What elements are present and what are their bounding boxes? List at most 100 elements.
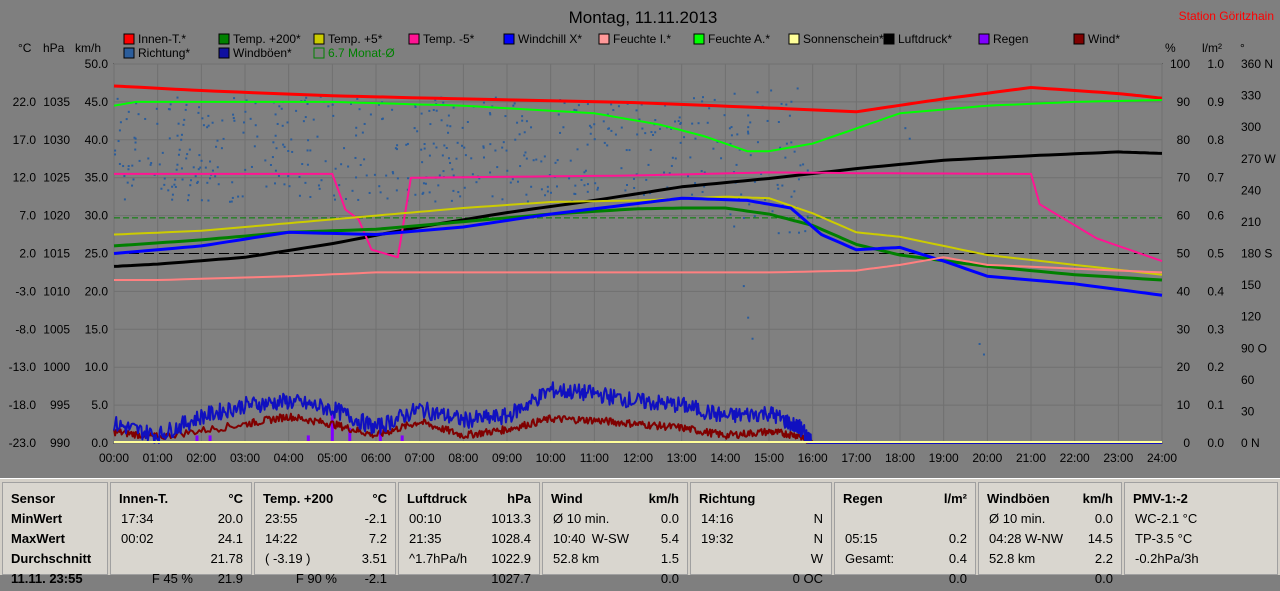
direction-point xyxy=(385,174,388,177)
cell-value: 1.5 xyxy=(660,551,679,566)
direction-point xyxy=(548,174,551,177)
direction-point xyxy=(185,103,188,106)
direction-point xyxy=(633,186,636,189)
direction-point xyxy=(355,134,358,137)
panel-row: ^1.7hPa/h 1022.9 xyxy=(399,551,539,571)
direction-point xyxy=(304,181,307,184)
direction-point xyxy=(530,126,533,129)
direction-point xyxy=(134,141,137,144)
cell-value: 24.1 xyxy=(217,531,243,546)
direction-point xyxy=(344,197,347,200)
direction-point xyxy=(127,165,130,168)
direction-point xyxy=(654,131,657,134)
direction-point xyxy=(738,197,741,200)
direction-point xyxy=(116,97,119,100)
panel-title: Windböen xyxy=(987,491,1050,506)
tick-hpa: 1005 xyxy=(43,322,70,336)
station-name: Station Göritzhain xyxy=(1179,9,1274,23)
cell-time: 05:15 xyxy=(845,531,878,546)
stats-panel-5: Regen l/m² 05:15 0.2 Gesamt: 0.4 0.0 xyxy=(834,482,976,586)
direction-point xyxy=(378,185,381,188)
direction-point xyxy=(451,168,454,171)
direction-point xyxy=(530,185,533,188)
direction-point xyxy=(185,157,188,160)
legend-label: Regen xyxy=(993,32,1028,46)
direction-point xyxy=(316,135,319,138)
tick-pct: 20 xyxy=(1177,360,1191,374)
direction-point xyxy=(443,144,446,147)
direction-point xyxy=(640,103,643,106)
rain-bar xyxy=(400,435,404,443)
direction-point xyxy=(207,114,210,117)
direction-point xyxy=(232,113,235,116)
tick-pct: 70 xyxy=(1177,171,1191,185)
panel-row: 23:55 -2.1 xyxy=(255,511,395,531)
direction-point xyxy=(432,142,435,145)
direction-point xyxy=(183,118,186,121)
series-line-6 xyxy=(113,196,1163,297)
direction-point xyxy=(424,182,427,185)
tick-lm2: 0.2 xyxy=(1207,360,1224,374)
direction-point xyxy=(488,112,491,115)
direction-point xyxy=(742,285,745,288)
direction-point xyxy=(361,131,364,134)
direction-point xyxy=(368,191,371,194)
direction-point xyxy=(197,111,200,114)
direction-point xyxy=(777,232,780,235)
axis-label-lm2: l/m² xyxy=(1202,41,1222,55)
direction-point xyxy=(356,97,359,100)
direction-point xyxy=(904,127,907,130)
tick-x: 24:00 xyxy=(1147,451,1177,465)
tick-kmh: 5.0 xyxy=(91,398,108,412)
direction-point xyxy=(777,187,780,190)
tick-x: 16:00 xyxy=(798,451,828,465)
direction-point xyxy=(638,118,641,121)
direction-point xyxy=(286,121,289,124)
panel-row: -0.2hPa/3h xyxy=(1125,551,1277,571)
direction-point xyxy=(180,167,183,170)
direction-point xyxy=(594,182,597,185)
direction-point xyxy=(295,109,298,112)
direction-point xyxy=(549,191,552,194)
direction-point xyxy=(349,102,352,105)
panel-row: Gesamt: 0.4 xyxy=(835,551,975,571)
direction-point xyxy=(176,163,179,166)
legend-label: Richtung* xyxy=(138,46,190,60)
direction-point xyxy=(324,160,327,163)
legend-swatch xyxy=(1073,33,1085,45)
legend-swatch xyxy=(978,33,990,45)
direction-point xyxy=(494,149,497,152)
legend-swatch xyxy=(313,33,325,45)
direction-point xyxy=(588,124,591,127)
series-line-9 xyxy=(113,381,1162,444)
direction-point xyxy=(307,139,310,142)
tick-kmh: 45.0 xyxy=(85,95,109,109)
direction-point xyxy=(244,168,247,171)
direction-point xyxy=(674,120,677,123)
panel-row: 21:35 1028.4 xyxy=(399,531,539,551)
direction-point xyxy=(189,184,192,187)
direction-point xyxy=(214,175,217,178)
direction-point xyxy=(241,195,244,198)
direction-point xyxy=(482,101,485,104)
direction-point xyxy=(720,157,723,160)
direction-point xyxy=(281,124,284,127)
direction-point xyxy=(122,165,125,168)
direction-point xyxy=(674,157,677,160)
tick-kmh: 20.0 xyxy=(85,284,109,298)
direction-point xyxy=(118,162,121,165)
direction-point xyxy=(654,119,657,122)
panel-row: 05:15 0.2 xyxy=(835,531,975,551)
direction-point xyxy=(747,114,750,117)
direction-point xyxy=(729,142,732,145)
direction-point xyxy=(301,163,304,166)
direction-point xyxy=(441,154,444,157)
direction-point xyxy=(456,141,459,144)
cell-extra: F 90 % xyxy=(295,571,337,586)
direction-point xyxy=(147,157,150,160)
panel-row: F 45 % 21.9 xyxy=(111,571,251,591)
direction-point xyxy=(117,140,120,143)
cell-value: 21.9 xyxy=(217,571,243,586)
direction-point xyxy=(802,163,805,166)
direction-point xyxy=(180,138,183,141)
